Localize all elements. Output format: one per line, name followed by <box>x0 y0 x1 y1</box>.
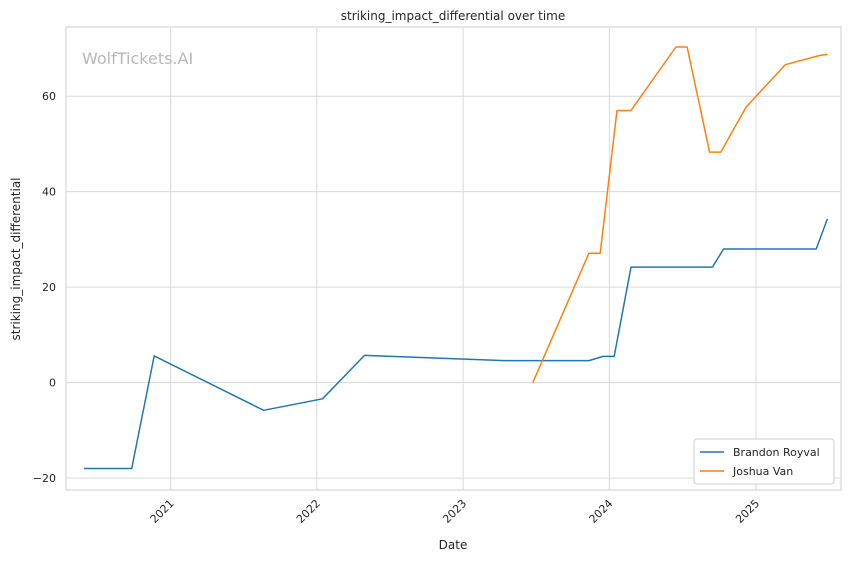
y-tick-label: 60 <box>42 90 56 103</box>
lines-layer <box>84 46 829 470</box>
y-tick-label: 40 <box>42 186 56 199</box>
chart-title: striking_impact_differential over time <box>341 9 566 23</box>
legend: Brandon Royval Joshua Van <box>693 438 835 485</box>
plot-area <box>65 26 842 491</box>
series-line-brandon-royval <box>84 218 829 470</box>
series-line-joshua-van <box>532 46 828 383</box>
y-tick-label: −20 <box>33 472 56 485</box>
y-tick-label: 0 <box>49 377 56 390</box>
y-tick-label: 20 <box>42 281 56 294</box>
watermark: WolfTickets.AI <box>82 49 193 68</box>
y-axis-label: striking_impact_differential <box>9 177 23 340</box>
x-axis-label: Date <box>439 538 468 552</box>
legend-label-joshua-van: Joshua Van <box>732 465 793 478</box>
legend-label-brandon-royval: Brandon Royval <box>733 446 820 459</box>
legend-box <box>693 438 835 485</box>
